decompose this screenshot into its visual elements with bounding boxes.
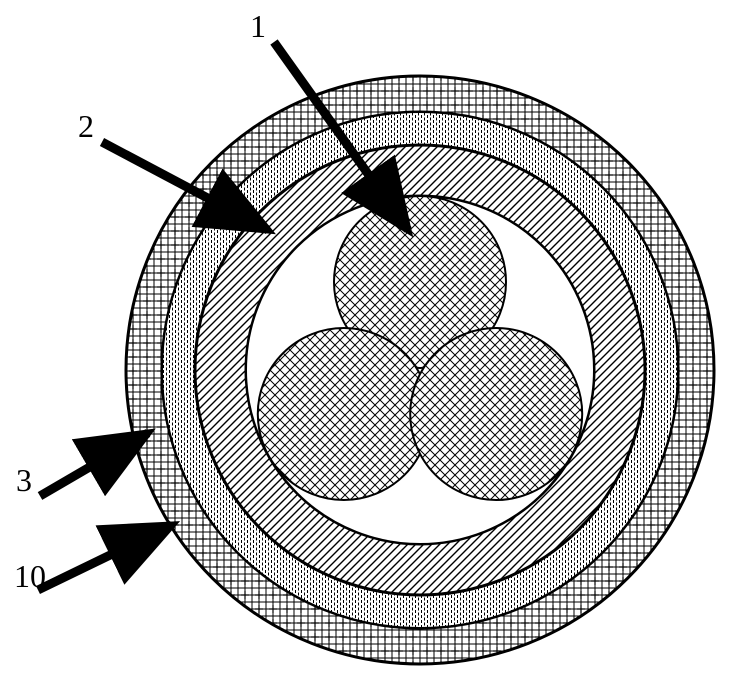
core-2	[258, 328, 430, 500]
core-3	[410, 328, 582, 500]
callout-arrow-3	[40, 433, 148, 496]
callout-label-2: 2	[78, 108, 94, 145]
callout-label-3: 3	[16, 462, 32, 499]
callout-arrow-10	[38, 525, 172, 590]
cable-cross-section-diagram	[0, 0, 743, 687]
callout-label-1: 1	[250, 8, 266, 45]
callout-label-10: 10	[14, 558, 46, 595]
